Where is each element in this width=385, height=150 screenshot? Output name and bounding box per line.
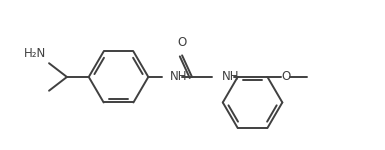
Text: H₂N: H₂N <box>24 47 46 60</box>
Text: O: O <box>282 70 291 83</box>
Text: NH: NH <box>170 70 187 83</box>
Text: NH: NH <box>222 70 239 83</box>
Text: O: O <box>177 36 187 50</box>
